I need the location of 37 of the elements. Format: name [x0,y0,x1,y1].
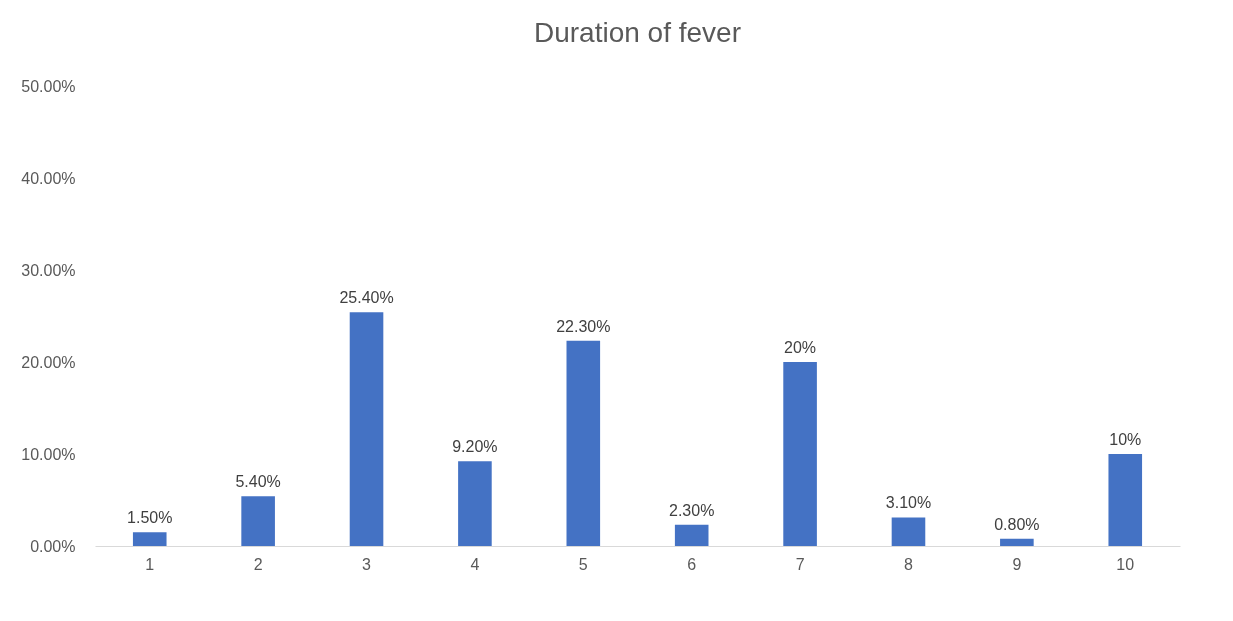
x-tick-label: 8 [904,555,914,573]
x-tick-label: 6 [687,555,697,573]
x-tick-label: 5 [578,555,588,573]
bar [132,532,167,546]
bar [458,461,492,546]
data-label: 5.40% [235,473,281,491]
bar [349,312,384,546]
chart-title: Duration of fever [534,17,741,48]
data-label: 0.80% [994,515,1040,533]
bar [891,517,926,546]
y-tick-label: 30.00% [21,261,76,279]
bar [783,362,817,546]
data-label: 22.30% [556,317,611,335]
bar [1000,538,1034,546]
x-tick-label: 3 [362,555,372,573]
x-tick-label: 7 [795,555,805,573]
x-tick-label: 9 [1012,555,1022,573]
y-tick-label: 10.00% [21,445,76,463]
x-tick-label: 1 [145,555,155,573]
data-label: 3.10% [885,494,932,512]
x-tick-label: 2 [253,555,263,573]
bar [1108,454,1143,546]
data-label: 1.50% [127,509,173,527]
data-label: 10% [1109,431,1142,448]
data-label: 20% [784,339,817,356]
bar [674,524,709,546]
x-tick-label: 4 [470,555,480,573]
bar [566,340,601,546]
data-label: 2.30% [669,501,715,519]
data-label: 9.20% [452,438,498,456]
y-tick-label: 20.00% [21,353,76,371]
x-tick-label: 10 [1116,555,1135,573]
y-tick-label: 0.00% [30,537,76,555]
y-tick-label: 40.00% [21,169,76,187]
data-label: 25.40% [339,289,394,307]
y-tick-label: 50.00% [21,77,76,95]
bar [241,496,275,546]
